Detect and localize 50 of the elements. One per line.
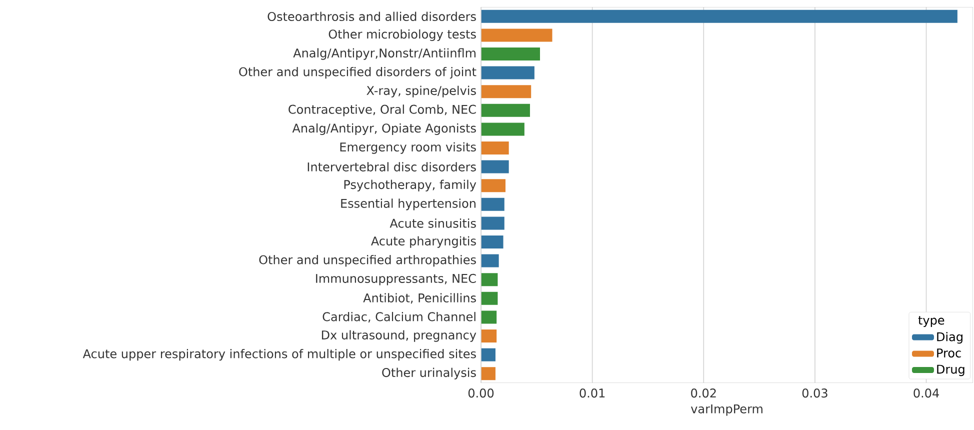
bar <box>481 254 499 268</box>
bar <box>481 179 506 192</box>
legend-label: Proc <box>937 348 961 358</box>
y-tick-label: Analg/Antipyr, Opiate Agonists <box>292 123 476 136</box>
bar <box>481 142 509 155</box>
y-tick-label: Psychotherapy, family <box>344 180 476 192</box>
x-tick-label: 0.04 <box>914 388 939 398</box>
y-tick-label: Other microbiology tests <box>328 29 476 42</box>
bar <box>481 48 540 61</box>
y-tick-label: Other and unspecified disorders of joint <box>239 66 476 79</box>
y-tick-label: Dx ultrasound, pregnancy <box>322 330 476 342</box>
x-tick-label: 0.03 <box>802 388 828 398</box>
legend-label: Diag <box>937 332 962 344</box>
y-tick-label: Analg/Antipyr,Nonstr/Antiinflm <box>293 48 476 60</box>
y-tick-label: Emergency room visits <box>340 142 476 154</box>
y-tick-label: Other urinalysis <box>382 368 476 380</box>
bar <box>481 367 496 380</box>
y-tick-label: Other and unspecified arthropathies <box>259 254 476 267</box>
y-tick-label: Antibiot, Penicillins <box>363 293 476 304</box>
bar <box>481 216 504 230</box>
y-tick-label: Intervertebral disc disorders <box>308 162 476 172</box>
bar <box>481 10 958 23</box>
y-tick-label: Essential hypertension <box>341 198 476 210</box>
y-tick-label: Immunosuppressants, NEC <box>316 274 476 286</box>
bar <box>481 330 497 343</box>
bar <box>481 160 509 174</box>
bar <box>481 292 498 305</box>
y-tick-label: Acute upper respiratory infections of multiple or unspecified sites <box>82 348 476 361</box>
x-tick-label: 0.00 <box>468 388 494 398</box>
x-tick-label: 0.01 <box>580 388 605 398</box>
y-tick-label: Osteoarthrosis and allied disorders <box>268 12 476 22</box>
bar <box>481 310 497 324</box>
y-tick-label: X-ray, spine/pelvis <box>366 86 476 98</box>
bar <box>481 28 552 42</box>
bar <box>481 348 496 362</box>
x-tick-label: 0.02 <box>691 388 716 398</box>
bar <box>481 85 532 98</box>
bar <box>481 104 530 117</box>
bar <box>481 66 534 80</box>
y-tick-label: Acute sinusitis <box>390 218 476 228</box>
legend-title: type <box>918 316 944 328</box>
bar <box>481 198 504 211</box>
y-tick-label: Contraceptive, Oral Comb, NEC <box>288 104 476 116</box>
bar <box>481 273 498 286</box>
y-tick-label: Acute pharyngitis <box>371 236 476 248</box>
y-tick-label: Cardiac, Calcium Channel <box>322 312 476 322</box>
bar <box>481 236 504 249</box>
x-axis-title: varImpPerm <box>690 404 762 416</box>
legend-label: Drug <box>937 364 964 376</box>
bar <box>481 122 524 136</box>
